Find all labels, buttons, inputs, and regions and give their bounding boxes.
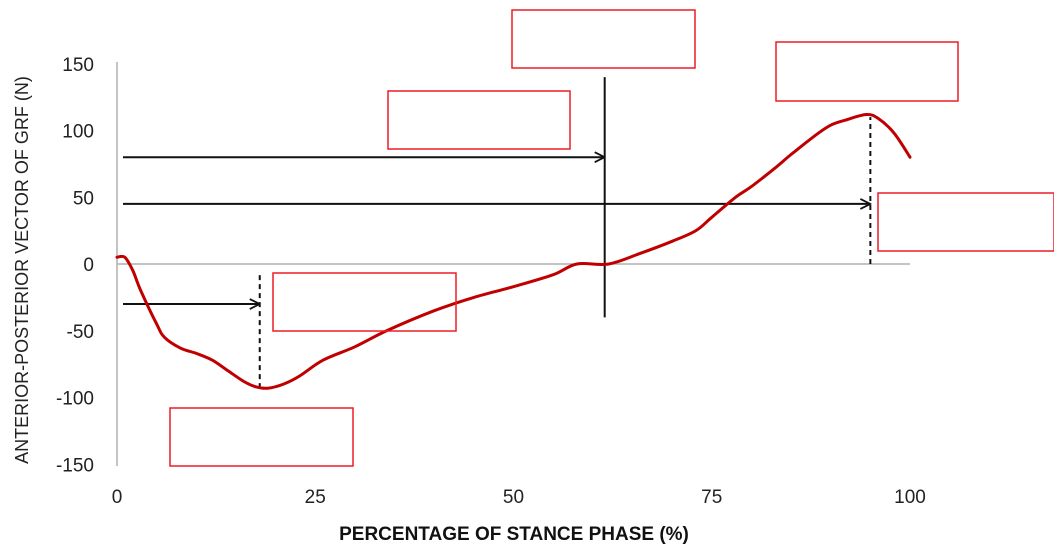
series-group [115, 112, 912, 390]
annotation-boxes [169, 9, 1054, 467]
y-axis-title: ANTERIOR-POSTERIOR VECTOR OF GRF (N) [12, 76, 32, 464]
annotation-box-bottom-left [169, 407, 354, 467]
x-axis-title: PERCENTAGE OF STANCE PHASE (%) [339, 524, 689, 545]
y-tick-label: 150 [62, 55, 94, 76]
annotation-box-center-left [272, 272, 457, 332]
x-tick-label: 50 [503, 487, 524, 508]
y-tick-labels: 150 100 50 0 -50 -100 -150 [56, 55, 94, 477]
y-tick-label: 0 [83, 255, 94, 276]
x-tick-label: 25 [305, 487, 326, 508]
y-tick-label: 100 [62, 122, 94, 143]
x-tick-labels: 0 25 50 75 100 [112, 487, 926, 508]
x-tick-label: 0 [112, 487, 123, 508]
y-tick-label: -150 [56, 455, 94, 476]
y-tick-label: -100 [56, 389, 94, 410]
y-tick-label: 50 [73, 188, 94, 209]
annotation-box-mid-upper [387, 90, 571, 150]
reference-lines [123, 77, 872, 389]
x-tick-label: 100 [894, 487, 926, 508]
x-tick-label: 75 [701, 487, 722, 508]
annotation-box-upper-right [775, 41, 959, 102]
y-tick-label: -50 [67, 322, 94, 343]
series-line-grf [115, 112, 912, 390]
annotation-box-right-edge [877, 192, 1054, 252]
annotation-box-top-center [511, 9, 696, 69]
